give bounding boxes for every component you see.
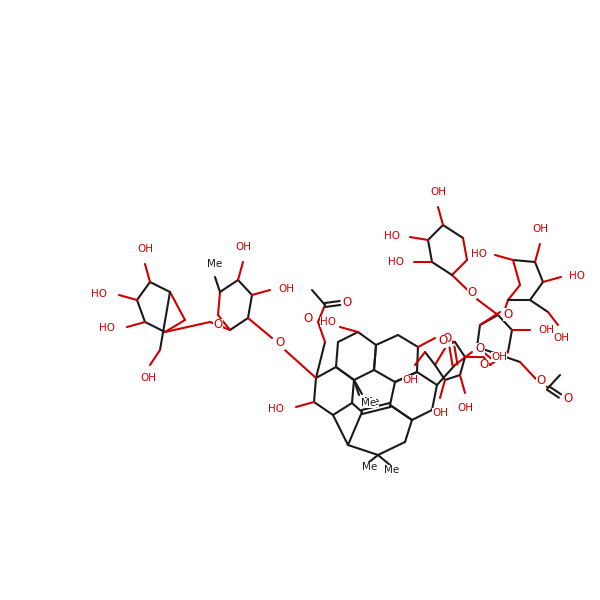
Text: HO: HO: [569, 271, 585, 281]
Text: O: O: [536, 374, 545, 388]
Text: OH: OH: [553, 333, 569, 343]
Text: O: O: [442, 332, 452, 346]
Text: HO: HO: [471, 249, 487, 259]
Text: O: O: [275, 337, 284, 349]
Text: OH: OH: [432, 408, 448, 418]
Text: OH: OH: [538, 325, 554, 335]
Text: Me: Me: [362, 462, 377, 472]
Text: O: O: [563, 392, 572, 406]
Text: HO: HO: [268, 404, 284, 414]
Text: OH: OH: [235, 242, 251, 252]
Text: HO: HO: [384, 231, 400, 241]
Text: Me: Me: [364, 397, 379, 407]
Text: OH: OH: [532, 224, 548, 234]
Text: OH: OH: [430, 187, 446, 197]
Text: O: O: [214, 319, 223, 331]
Text: HO: HO: [91, 289, 107, 299]
Text: O: O: [475, 343, 485, 355]
Text: O: O: [467, 286, 476, 298]
Text: OH: OH: [491, 352, 507, 362]
Text: Me: Me: [208, 259, 223, 269]
Text: O: O: [479, 358, 488, 371]
Text: Me: Me: [361, 398, 376, 408]
Text: O: O: [343, 296, 352, 310]
Text: OH: OH: [140, 373, 156, 383]
Text: OH: OH: [457, 403, 473, 413]
Text: O: O: [439, 335, 448, 347]
Text: OH: OH: [137, 244, 153, 254]
Text: Me: Me: [385, 465, 400, 475]
Text: HO: HO: [320, 317, 336, 327]
Text: OH: OH: [402, 375, 418, 385]
Text: HO: HO: [99, 323, 115, 333]
Text: OH: OH: [278, 284, 294, 294]
Text: O: O: [503, 307, 512, 320]
Text: HO: HO: [388, 257, 404, 267]
Text: O: O: [304, 311, 313, 325]
